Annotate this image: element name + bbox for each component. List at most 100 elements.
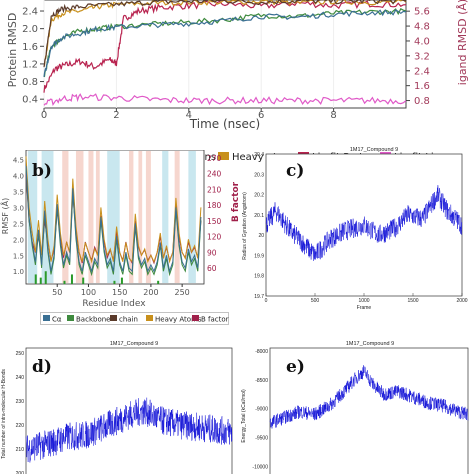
panel-b-y2-tick-label: 240 [207,170,222,179]
panel-c-x-ticks: 0 500 1000 1500 2000 [265,293,468,304]
panel-a-y2-ticks: 0.8 1.6 2.4 3.2 4.0 4.8 5.6 [406,7,430,107]
panel-b-y2-label: B factor [231,181,240,222]
panel-a-y-tick-label: 2.4 [22,7,38,18]
panel-a-series-line [43,93,407,106]
panel-a-series-line [43,0,407,67]
panel-b-x-tick-label: 50 [52,288,62,297]
panel-a-chart: 0 2 4 6 8 0.4 0.8 1.2 1.6 2.0 2.4 0.8 1.6 2.4 3.2 4.0… [6,0,469,131]
panel-a-y2-tick-label: 5.6 [414,7,430,18]
panel-c-chart: 1M17_Compound 9 0 500 1000 1500 2000 19.719.… [242,147,468,311]
panel-d-y-label: Total number of intra-molecular H-Bonds [1,369,7,459]
panel-b-legend-box [40,312,229,325]
panel-a-y-tick-label: 2.0 [22,24,38,35]
panel-e-title: 1M17_Compound 9 [346,341,394,347]
panel-b-y-tick-label: 2.0 [13,236,24,244]
panel-a-legend-swatch [218,152,229,160]
panel-b-y2-tick-label: 60 [207,264,217,273]
panel-e-series [269,365,469,429]
md-trace-line [269,365,469,429]
panel-b-legend-label: Cα [52,316,62,324]
panel-d-y-tick-label: 210 [16,447,25,453]
panel-c-x-tick-label: 1500 [407,298,418,304]
panel-b-x-label: Residue Index [82,299,146,309]
panel-b-y-tick-label: 2.5 [13,220,24,228]
panel-c-y-tick-label: 19.9 [254,253,264,259]
panel-b-y2-ticks: 60 90 120 150 180 210 240 270 [207,154,222,273]
panel-e-y-ticks: -8000 -8500 -9000 -9500 -10000 [252,349,268,471]
panel-b-x-tick-label: 200 [143,288,158,297]
panel-c-y-tick-label: 20.4 [254,152,264,158]
panel-a-x-tick-label: 0 [41,110,47,121]
panel-b-ss-band [88,151,94,283]
panel-c-tag: c) [286,161,304,181]
panel-b-y-tick-label: 3.5 [13,188,24,196]
panel-b-ss-band [62,151,69,283]
panel-a-y-tick-label: 1.2 [22,59,38,70]
panel-b-ss-band [162,151,169,283]
panel-c-title: 1M17_Compound 9 [350,147,398,153]
panel-a-y2-tick-label: 2.4 [414,66,430,77]
panel-e-y-tick-label: -8000 [255,349,268,355]
panel-b-y-tick-label: 1.5 [13,252,24,260]
panel-d-tag: d) [32,357,52,377]
panel-a-y2-tick-label: 3.2 [414,51,430,62]
panel-b-y2-tick-label: 270 [207,154,222,163]
panel-a-series [43,0,407,106]
panel-b-series-line [25,165,202,274]
panel-b-legend-label: Heavy Atoms [155,316,202,324]
panel-c-x-tick-label: 1000 [358,298,369,304]
panel-d-chart: 1M17_Compound 9 200 210 220 230 240 250 d) To… [1,341,233,474]
panel-b-legend-items: Cα Backbone chain Heavy Atoms B factor [43,315,229,324]
panel-b-contact-bar [120,277,123,284]
panel-a-series-line [43,0,407,68]
panel-a-y2-tick-label: 4.0 [414,36,430,47]
panel-c-x-tick-label: 500 [311,298,320,304]
panel-c-y-tick-label: 20 [258,233,264,239]
panel-b-y-ticks: 1.0 1.5 2.0 2.5 3.0 3.5 4.0 4.5 [13,157,24,277]
panel-b-y-tick-label: 1.0 [13,268,24,276]
panel-c-y-tick-label: 20.2 [254,193,264,199]
panel-b-legend-swatch [67,315,74,321]
panel-b-legend: Cα Backbone chain Heavy Atoms B factor [40,312,229,325]
panel-b-x-tick-label: 250 [174,288,189,297]
md-trace-line [265,185,463,262]
panel-d-y-tick-label: 250 [16,351,25,357]
panel-c-y-tick-label: 19.8 [254,274,264,280]
panel-b-contact-bar [39,277,42,284]
panel-b-contact-bar [34,274,37,284]
panel-a-y-tick-label: 1.6 [22,42,38,53]
panel-a-y-tick-label: 0.4 [22,95,38,106]
panel-b-contact-bar [113,280,116,284]
panel-b-legend-label: Backbone [76,316,110,324]
panel-c-y-label: Radius of Gyration (Angstrom) [242,192,248,260]
panel-d-y-ticks: 200 210 220 230 240 250 [16,351,25,474]
panel-a-legend-label: Heavy atoms [232,152,298,163]
panel-d-series [25,397,233,463]
panel-c-x-label: Frame [357,305,372,311]
panel-b-y2-tick-label: 120 [207,233,222,242]
panel-e-y-tick-label: -8500 [255,378,268,384]
panel-b-contact-bar [44,271,47,284]
panel-b-tag: b) [32,161,52,181]
panel-b-ss-band [129,151,134,283]
panel-a-x-label: Time (nsec) [189,117,260,131]
panel-a-x-tick-label: 8 [330,110,336,121]
panel-b-chart: 50 100 150 200 250 1.01.52.02.53.03.54.04.5 … [0,150,240,309]
panel-b-series [25,156,202,277]
panel-d-title: 1M17_Compound 9 [110,341,158,347]
panel-d-y-tick-label: 200 [16,471,25,474]
panel-b-contact-bar [70,274,73,284]
panel-a-y2-tick-label: 1.6 [414,81,430,92]
panel-a-y2-tick-label: 4.8 [414,22,430,33]
panel-c-x-tick-label: 2000 [456,298,467,304]
panel-a-y-tick-label: 0.8 [22,77,38,88]
panel-a-y-ticks: 0.4 0.8 1.2 1.6 2.0 2.4 [22,7,44,106]
panel-a-x-tick-label: 2 [113,110,119,121]
md-trace-line [25,397,233,463]
panel-b-ss-band [138,151,143,283]
panel-b-ss-band [27,151,38,283]
panel-d-y-tick-label: 220 [16,423,25,429]
panel-e-y-label: Energy_Total (kCal/mol) [241,389,247,443]
panel-b-y-label: RMSF (Å) [0,198,10,234]
panel-b-series-line [25,156,202,264]
